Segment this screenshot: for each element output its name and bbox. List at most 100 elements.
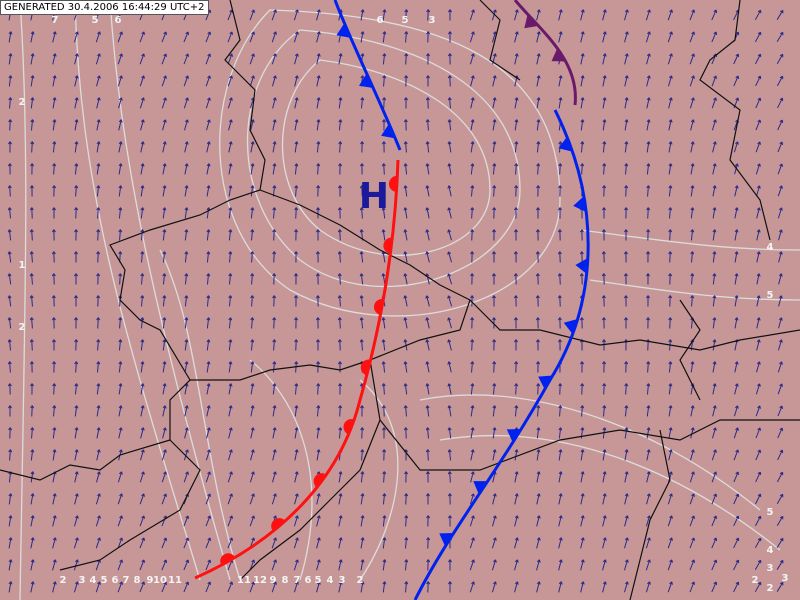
wind-arrow xyxy=(646,229,651,241)
wind-arrow xyxy=(316,449,321,461)
wind-arrow xyxy=(381,273,386,285)
wind-arrow xyxy=(492,163,497,175)
wind-arrow xyxy=(162,317,167,329)
wind-arrow xyxy=(492,141,497,153)
wind-arrow xyxy=(492,361,497,373)
wind-arrow xyxy=(425,427,430,439)
wind-arrow xyxy=(778,273,783,285)
wind-arrow xyxy=(338,515,343,527)
wind-arrow xyxy=(140,361,145,373)
wind-arrow xyxy=(338,185,342,197)
wind-arrow xyxy=(228,141,233,153)
wind-arrow xyxy=(118,339,123,351)
wind-arrow xyxy=(184,185,189,197)
wind-arrow xyxy=(161,559,168,571)
wind-arrow xyxy=(381,361,386,373)
wind-arrow xyxy=(184,361,189,373)
border xyxy=(679,299,701,401)
wind-arrow xyxy=(514,515,519,527)
wind-arrow xyxy=(777,383,783,395)
wind-arrow xyxy=(448,31,452,43)
wind-arrow xyxy=(712,141,717,153)
wind-arrow xyxy=(206,339,211,351)
wind-arrow xyxy=(711,537,718,549)
wind-arrow xyxy=(624,449,629,461)
contour-label: 2 xyxy=(752,575,759,586)
wind-arrow xyxy=(360,581,365,593)
wind-arrow xyxy=(425,339,430,351)
wind-arrow xyxy=(712,251,717,263)
wind-arrow xyxy=(293,515,299,527)
wind-arrow xyxy=(294,119,299,131)
wind-arrow xyxy=(646,427,651,439)
wind-arrow xyxy=(184,273,189,285)
wind-arrow xyxy=(579,273,584,285)
wind-arrow xyxy=(470,339,475,351)
wind-arrow xyxy=(514,185,519,197)
wind-arrow xyxy=(294,185,299,197)
contour-label: 7 xyxy=(123,575,130,586)
wind-arrow xyxy=(690,251,695,263)
wind-arrow xyxy=(403,361,408,373)
wind-arrow xyxy=(206,119,211,131)
wind-arrow xyxy=(711,559,718,571)
wind-arrow xyxy=(711,515,718,527)
border xyxy=(0,0,266,481)
wind-arrow xyxy=(51,317,56,329)
wind-arrow xyxy=(74,97,79,109)
wind-arrow xyxy=(337,207,342,219)
wind-arrow xyxy=(139,31,145,43)
wind-arrow xyxy=(360,9,365,21)
wind-arrow xyxy=(205,53,211,65)
wind-arrow xyxy=(755,163,761,175)
wind-arrow xyxy=(470,229,475,241)
wind-arrow xyxy=(558,581,563,593)
front-triangle xyxy=(558,136,573,152)
wind-arrow xyxy=(711,581,718,593)
wind-arrow xyxy=(74,119,79,131)
front-triangle xyxy=(524,14,539,29)
wind-arrow xyxy=(338,141,343,153)
wind-arrow xyxy=(404,31,409,43)
wind-arrow xyxy=(184,295,189,307)
wind-arrow xyxy=(536,493,541,505)
wind-arrow xyxy=(690,405,695,417)
wind-arrow xyxy=(448,559,452,571)
wind-arrow xyxy=(492,207,497,219)
wind-arrow xyxy=(117,559,123,571)
wind-arrow xyxy=(404,9,409,21)
wind-arrow xyxy=(470,97,475,109)
contour-label: 10 xyxy=(153,575,167,586)
wind-arrow xyxy=(602,75,607,87)
border xyxy=(469,299,800,351)
wind-arrow xyxy=(205,471,211,483)
wind-arrow xyxy=(536,97,541,109)
wind-arrow xyxy=(514,119,519,131)
wind-arrow xyxy=(623,251,628,263)
wind-arrow xyxy=(425,97,430,109)
wind-arrow xyxy=(227,97,233,109)
wind-arrow xyxy=(118,119,123,131)
wind-arrow xyxy=(580,75,585,87)
wind-arrow xyxy=(492,251,496,263)
wind-arrow xyxy=(227,581,234,593)
wind-arrow xyxy=(162,427,167,439)
wind-arrow xyxy=(690,273,695,285)
isobar xyxy=(419,394,761,511)
contour-label: 5 xyxy=(767,507,774,518)
wind-arrow xyxy=(162,119,167,131)
wind-arrow xyxy=(118,185,123,197)
wind-arrow xyxy=(624,383,629,395)
wind-arrow xyxy=(513,251,518,263)
wind-arrow xyxy=(29,361,34,373)
wind-arrow xyxy=(162,251,167,263)
wind-arrow xyxy=(8,515,13,527)
wind-arrow xyxy=(382,537,387,549)
wind-arrow xyxy=(689,515,695,527)
wind-arrow xyxy=(580,405,585,417)
wind-arrow xyxy=(227,471,233,483)
wind-arrow xyxy=(711,427,717,439)
wind-arrow xyxy=(272,251,277,263)
wind-arrow xyxy=(602,207,606,219)
